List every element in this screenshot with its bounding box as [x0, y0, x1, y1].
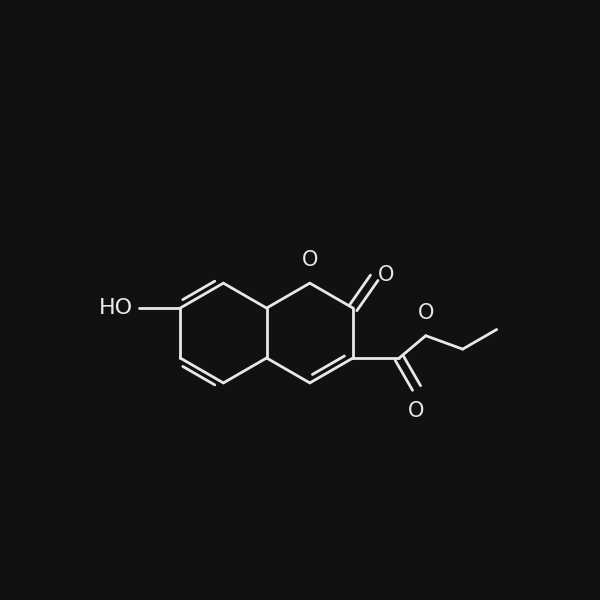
- Text: HO: HO: [99, 298, 133, 318]
- Text: O: O: [418, 303, 434, 323]
- Text: O: O: [409, 401, 425, 421]
- Text: O: O: [302, 250, 318, 270]
- Text: O: O: [377, 265, 394, 286]
